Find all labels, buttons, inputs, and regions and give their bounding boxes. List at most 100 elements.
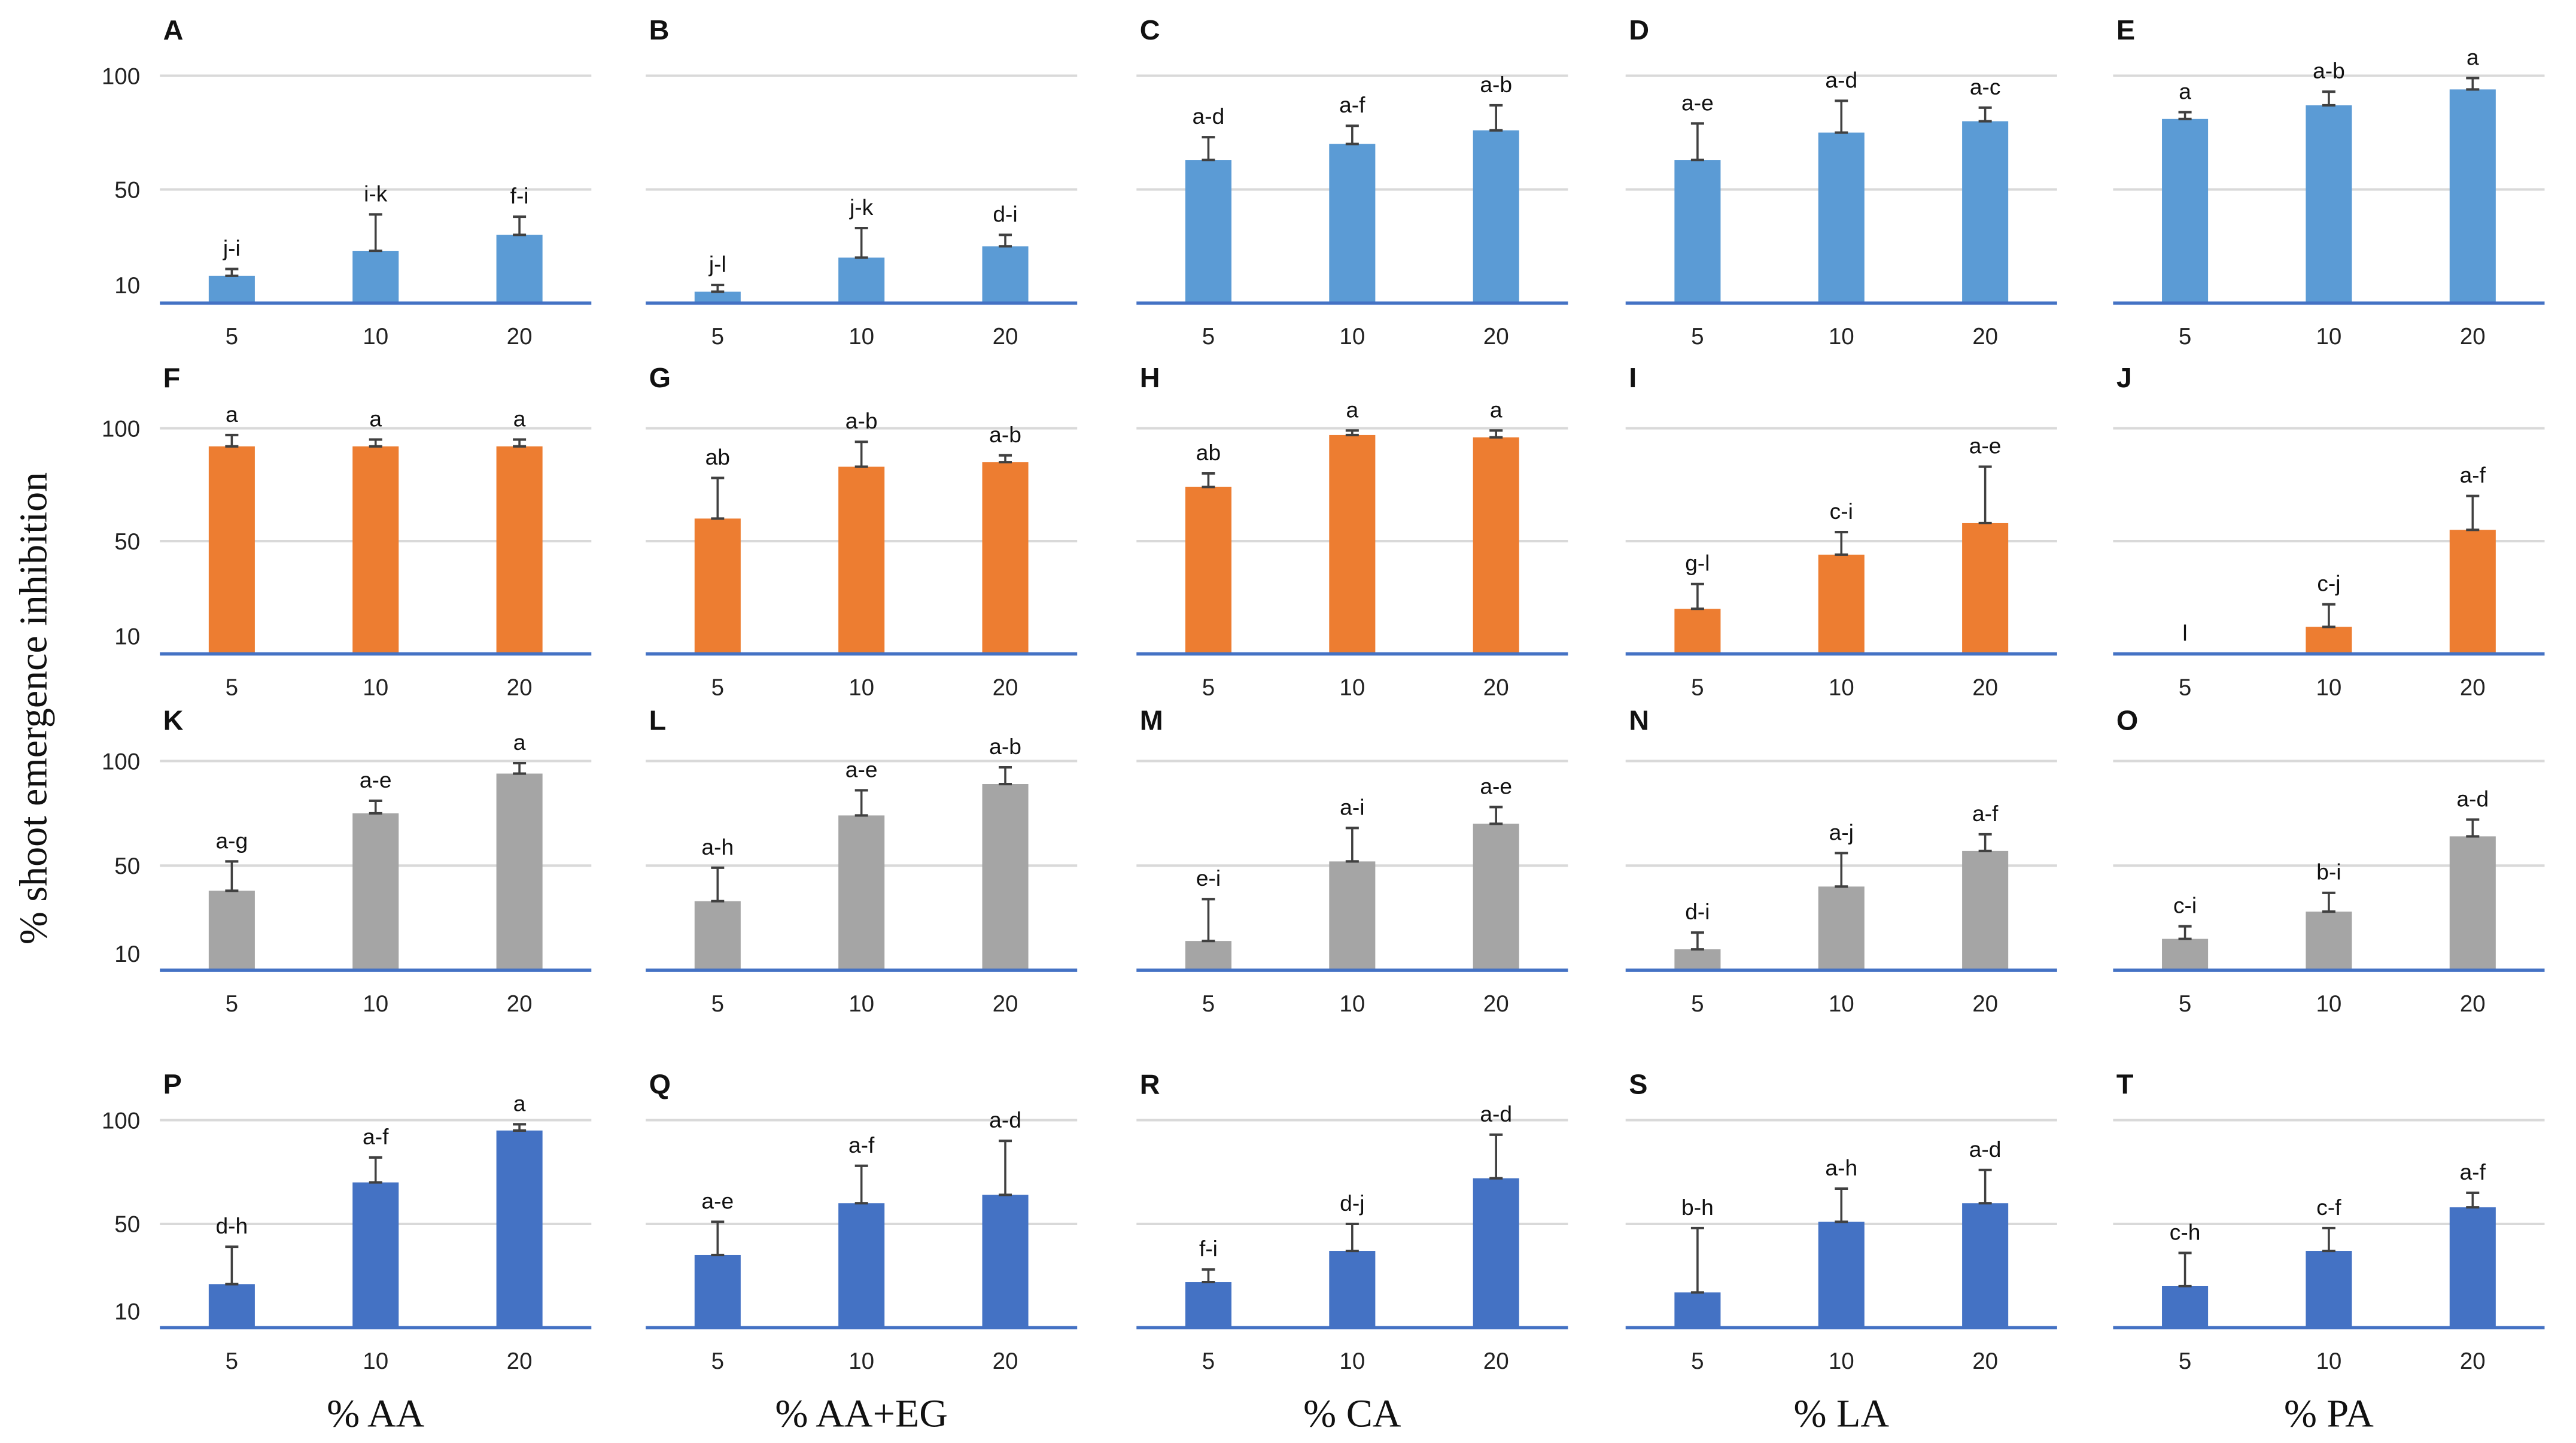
x-tick-label: 10: [1829, 991, 1854, 1017]
significance-letter: a-f: [2460, 1159, 2486, 1184]
x-tick-label: 5: [711, 1348, 724, 1374]
bar-P-5: [208, 1284, 255, 1328]
y-tick-label: 10: [114, 1299, 140, 1324]
error-bar: [369, 799, 382, 815]
error-bar: [2466, 77, 2480, 91]
significance-letter: f-i: [1199, 1236, 1218, 1261]
x-tick-label: 20: [1483, 324, 1509, 350]
error-bar: [854, 789, 868, 817]
significance-letter: a: [226, 402, 238, 427]
significance-letter: a-b: [989, 734, 1021, 759]
x-tick-label: 20: [2460, 991, 2486, 1017]
x-tick-label: 20: [993, 1348, 1018, 1374]
significance-letter: e-i: [1196, 865, 1221, 891]
panel-R: Rf-i 5 d-j 10 a-d 20: [1136, 1069, 1568, 1374]
x-tick-label: 10: [848, 1348, 874, 1374]
x-tick-label: 10: [848, 991, 874, 1017]
y-tick-label: 50: [114, 529, 140, 555]
x-tick-label: 20: [507, 991, 533, 1017]
error-bar: [999, 233, 1012, 248]
error-bar: [1345, 1222, 1359, 1253]
error-bar: [854, 1164, 868, 1205]
significance-letter: a-f: [363, 1124, 389, 1149]
x-tick-label: 20: [1483, 675, 1509, 700]
x-tick-label: 5: [1691, 324, 1704, 350]
bar-D-20: [1962, 121, 2009, 303]
significance-letter: a-g: [216, 828, 248, 853]
panel-E: Ea 5 a-b 10 a 20: [2113, 14, 2545, 350]
significance-letter: a-b: [2313, 58, 2345, 83]
error-bar: [1202, 472, 1215, 488]
y-tick-label: 10: [114, 941, 140, 967]
bar-F-10: [352, 446, 399, 654]
error-bar: [1489, 429, 1503, 439]
error-bar: [1345, 827, 1359, 863]
panel-label: L: [649, 704, 667, 736]
y-tick-label: 100: [102, 1108, 140, 1134]
x-tick-label: 10: [1829, 1348, 1854, 1374]
bar-C-5: [1185, 160, 1232, 303]
error-bar: [2178, 925, 2192, 940]
error-bar: [513, 1123, 527, 1132]
panel-P: 100 50 10 Pd-h 5 a-f 10 a 20: [102, 1069, 592, 1374]
significance-letter: a: [1346, 397, 1359, 422]
error-bar: [1690, 582, 1704, 610]
significance-letter: j-k: [849, 195, 874, 220]
error-bar: [999, 454, 1012, 464]
significance-letter: c-i: [1830, 499, 1853, 524]
significance-letter: a: [2466, 44, 2479, 69]
significance-letter: f-i: [510, 183, 529, 208]
error-bar: [2322, 1226, 2335, 1253]
significance-letter: a-h: [701, 834, 734, 859]
panel-D: Da-e 5 a-d 10 a-c 20: [1625, 14, 2057, 350]
y-tick-label: 100: [102, 749, 140, 774]
error-bar: [1202, 898, 1215, 943]
error-bar: [1978, 833, 1992, 852]
x-tick-label: 20: [2460, 324, 2486, 350]
bar-E-20: [2449, 89, 2496, 303]
error-bar: [225, 860, 239, 892]
x-tick-label: 5: [226, 1348, 238, 1374]
bar-E-5: [2162, 119, 2209, 303]
bar-E-10: [2306, 105, 2352, 303]
x-tick-label: 10: [1829, 675, 1854, 700]
panel-label: B: [649, 14, 670, 45]
x-tick-label: 20: [2460, 1348, 2486, 1374]
x-tick-label: 20: [1972, 1348, 1998, 1374]
error-bar: [225, 433, 239, 448]
x-tick-label: 20: [1972, 324, 1998, 350]
bar-O-5: [2162, 938, 2209, 971]
x-tick-label: 5: [1691, 675, 1704, 700]
significance-letter: a-j: [1829, 819, 1854, 844]
panel-label: F: [163, 362, 181, 393]
x-tick-label: 10: [2316, 324, 2342, 350]
x-tick-label: 10: [363, 1348, 388, 1374]
panel-label: I: [1629, 362, 1637, 393]
error-bar: [2466, 1191, 2480, 1209]
bar-O-10: [2306, 912, 2352, 971]
panel-H: Hab 5 a 10 a 20: [1136, 362, 1568, 700]
bar-T-10: [2306, 1251, 2352, 1328]
panel-F: 100 50 10 Fa 5 a 10 a 20: [102, 362, 592, 700]
significance-letter: l: [2182, 621, 2187, 646]
bar-D-10: [1818, 132, 1865, 303]
panel-label: O: [2116, 704, 2138, 736]
x-tick-label: 20: [993, 675, 1018, 700]
x-tick-label: 10: [848, 324, 874, 350]
significance-letter: a-e: [701, 1188, 734, 1213]
panel-O: Oc-i 5 b-i 10 a-d 20: [2113, 704, 2545, 1017]
bar-T-5: [2162, 1286, 2209, 1328]
error-bar: [1489, 104, 1503, 132]
panel-B: Bj-l 5 j-k 10 d-i 20: [646, 14, 1078, 350]
bar-S-10: [1818, 1222, 1865, 1328]
significance-letter: ab: [705, 445, 730, 470]
panel-label: A: [163, 14, 184, 45]
panel-label: E: [2116, 14, 2135, 45]
bar-F-20: [496, 446, 543, 654]
bar-H-10: [1329, 435, 1376, 654]
significance-letter: a: [513, 406, 526, 431]
bar-C-20: [1473, 130, 1519, 303]
x-tick-label: 5: [711, 324, 724, 350]
bar-H-5: [1185, 487, 1232, 654]
